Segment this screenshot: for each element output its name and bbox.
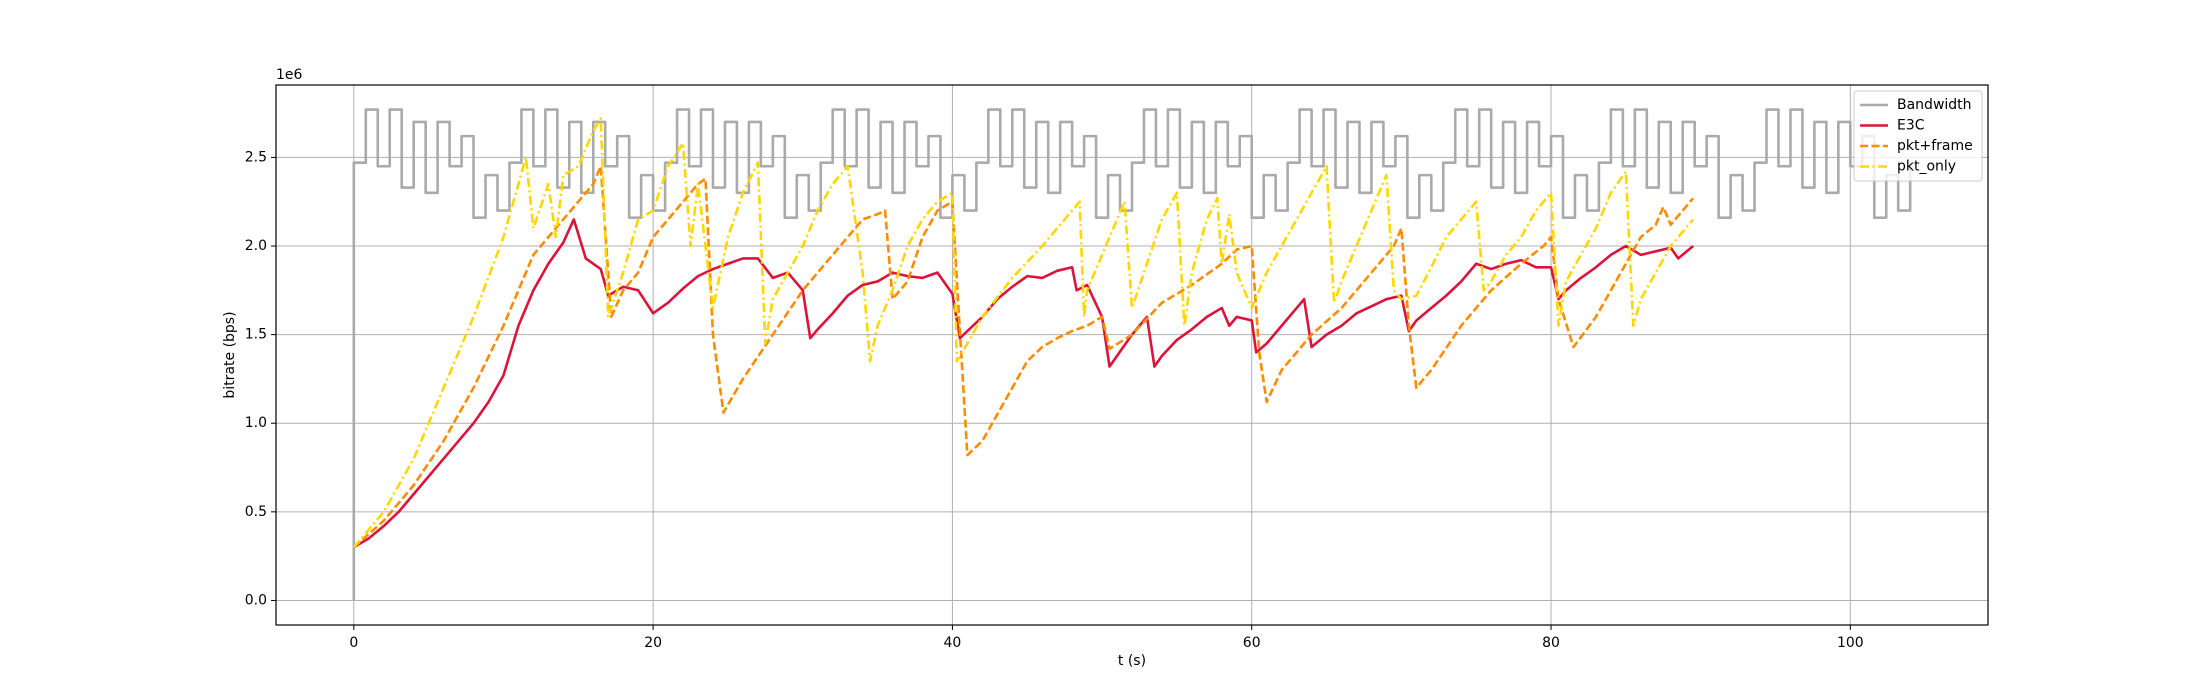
legend-label: Bandwidth <box>1897 97 1972 113</box>
x-tick-label: 0 <box>349 635 358 651</box>
y-offset-label: 1e6 <box>276 67 303 83</box>
legend-label: pkt_only <box>1897 159 1956 175</box>
y-tick-label: 2.0 <box>245 238 267 254</box>
legend-box <box>1853 90 1983 182</box>
series-line <box>353 218 1695 549</box>
series-line <box>352 164 1695 549</box>
y-tick-label: 0.5 <box>245 504 267 520</box>
legend-label: pkt+frame <box>1897 138 1973 154</box>
legend-label: E3C <box>1897 118 1925 134</box>
y-tick-label: 0.0 <box>245 592 267 608</box>
x-axis-label: t (s) <box>1118 653 1146 669</box>
y-tick-label: 1.0 <box>245 415 267 431</box>
series-line <box>352 108 1912 601</box>
x-tick-label: 80 <box>1542 635 1560 651</box>
x-tick-label: 40 <box>944 635 962 651</box>
x-tick-label: 60 <box>1243 635 1261 651</box>
y-tick-label: 2.5 <box>245 149 267 165</box>
y-axis-label: bitrate (bps) <box>222 311 238 398</box>
x-tick-label: 100 <box>1837 635 1864 651</box>
x-tick-label: 20 <box>644 635 662 651</box>
y-tick-label: 1.5 <box>245 327 267 343</box>
plot-frame <box>275 84 1989 626</box>
